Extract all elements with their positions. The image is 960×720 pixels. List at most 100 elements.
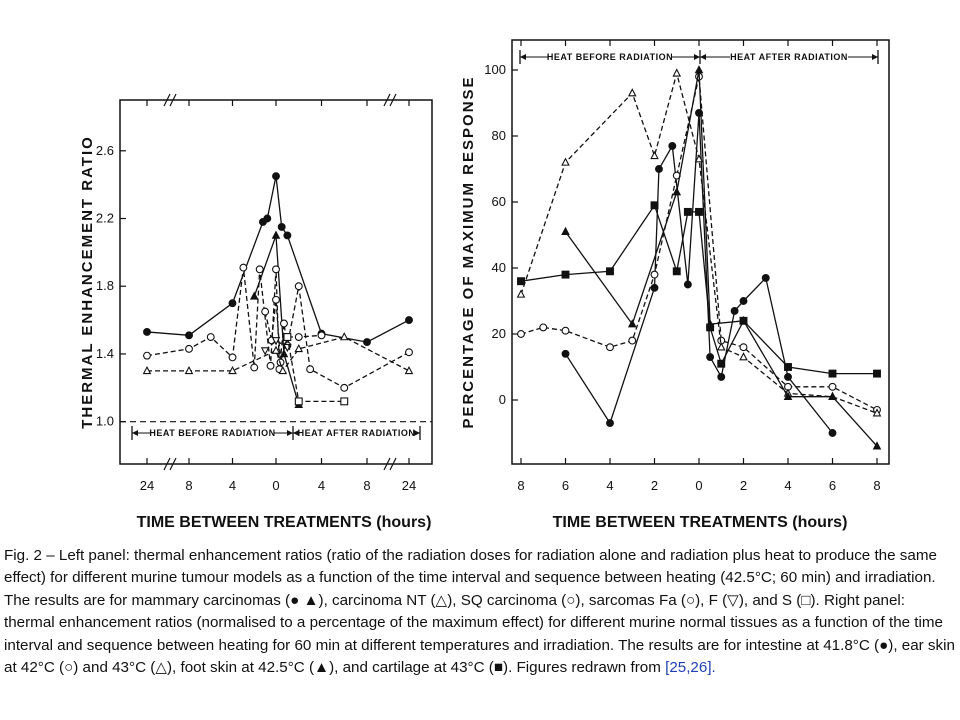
series-line [264,339,288,352]
data-point [627,319,637,328]
data-point [730,306,739,315]
caption-references-link[interactable]: [25,26]. [665,659,716,677]
data-point [873,369,881,378]
data-point [872,441,882,450]
right-x-axis-label: TIME BETWEEN TREATMENTS (hours) [553,514,848,531]
data-point [872,408,882,417]
x-tick-label: 0 [272,478,279,493]
data-point [694,65,704,74]
band-label-before: HEAT BEFORE RADIATION [149,428,275,438]
data-point [627,88,637,97]
right-time-band: HEAT BEFORE RADIATION HEAT AFTER RADIATIO… [519,50,879,64]
y-tick-label: 60 [492,194,506,209]
x-tick-label: 4 [318,478,325,493]
data-point [784,363,792,371]
data-point [695,207,703,216]
left-panel: 1.0 1.4 1.8 2.2 2.6 24 8 4 0 4 8 24 HEAT BEFORE RAD… [79,93,433,531]
axis-break-mark [169,93,177,107]
x-tick-label: 4 [784,478,791,493]
band-arrowhead [872,54,878,60]
caption-text: Fig. 2 – Left panel: thermal enhancement… [4,547,955,677]
data-point [206,333,215,341]
x-tick-label: 24 [402,478,416,493]
y-tick-label: 1.4 [96,346,114,361]
data-point [672,267,681,276]
y-tick-label: 20 [492,326,506,341]
band-arrowhead [694,54,700,60]
x-tick-label: 8 [517,478,524,493]
data-point [228,353,237,362]
data-point [405,348,413,357]
left-x-axis-label: TIME BETWEEN TREATMENTS (hours) [137,514,432,531]
data-point [517,277,525,286]
data-point [340,397,349,406]
data-point [561,349,570,358]
series-line [564,112,834,434]
x-tick-label: 8 [363,478,370,493]
left-series-4 [142,332,414,375]
band-arrowhead [132,430,138,436]
data-point [143,351,151,360]
right-series-0 [561,108,837,437]
data-point [606,267,614,276]
series-line [253,235,300,405]
series-line [147,336,410,373]
data-point [717,372,726,381]
data-point [306,365,315,374]
data-point [239,263,248,272]
data-point [294,343,304,353]
data-point [143,327,151,336]
data-point [249,291,259,300]
data-point [561,326,570,335]
figure-svg: 1.01.41.82.22.624 8 4 0 4 8 24 HEAT BEFORE RAD… [79,39,890,531]
data-point [717,359,726,368]
data-point [263,214,272,223]
x-tick-label: 2 [651,478,658,493]
data-point [706,323,715,332]
x-tick-label: 6 [562,478,569,493]
data-point [654,165,663,173]
data-point [739,352,748,361]
right-plot-frame [511,39,890,465]
left-y-axis-label: THERMAL ENHANCEMENT RATIO [79,135,96,429]
data-point [142,365,152,375]
axis-break-mark [163,457,171,471]
band-arrowhead [287,430,293,436]
axis-break-mark [383,93,391,107]
data-point [517,330,525,338]
axis-break-mark [169,457,177,471]
data-point [294,333,303,341]
data-point [668,141,677,150]
data-point [340,383,349,392]
data-point [828,382,837,391]
series-line [286,336,345,403]
x-tick-label: 4 [229,478,236,493]
data-point [783,391,793,400]
data-point [404,365,414,375]
y-tick-label: 0 [499,392,506,407]
data-point [283,333,292,341]
left-time-band: HEAT BEFORE RADIATION HEAT AFTER RADIATIO… [131,426,421,440]
data-point [628,336,637,345]
x-tick-label: 8 [873,478,880,493]
left-series-6 [283,333,349,406]
y-tick-label: 2.6 [96,143,114,158]
band-arrowhead [414,430,420,436]
data-point [828,369,837,378]
data-point [672,187,682,196]
data-point [650,283,659,292]
data-point [561,157,570,166]
data-point [561,270,570,279]
data-point [606,419,614,428]
data-point [283,231,292,240]
band-label-after: HEAT AFTER RADIATION [298,428,416,438]
band-arrowhead [293,430,299,436]
left-axis-ticks: 1.0 1.4 1.8 2.2 2.6 24 8 4 0 4 8 24 [96,93,416,493]
data-point [250,363,259,372]
data-point [228,365,237,375]
y-tick-label: 40 [492,260,506,275]
band-arrowhead [520,54,526,60]
data-point [294,397,303,406]
figure-caption: Fig. 2 – Left panel: thermal enhancement… [4,545,956,679]
